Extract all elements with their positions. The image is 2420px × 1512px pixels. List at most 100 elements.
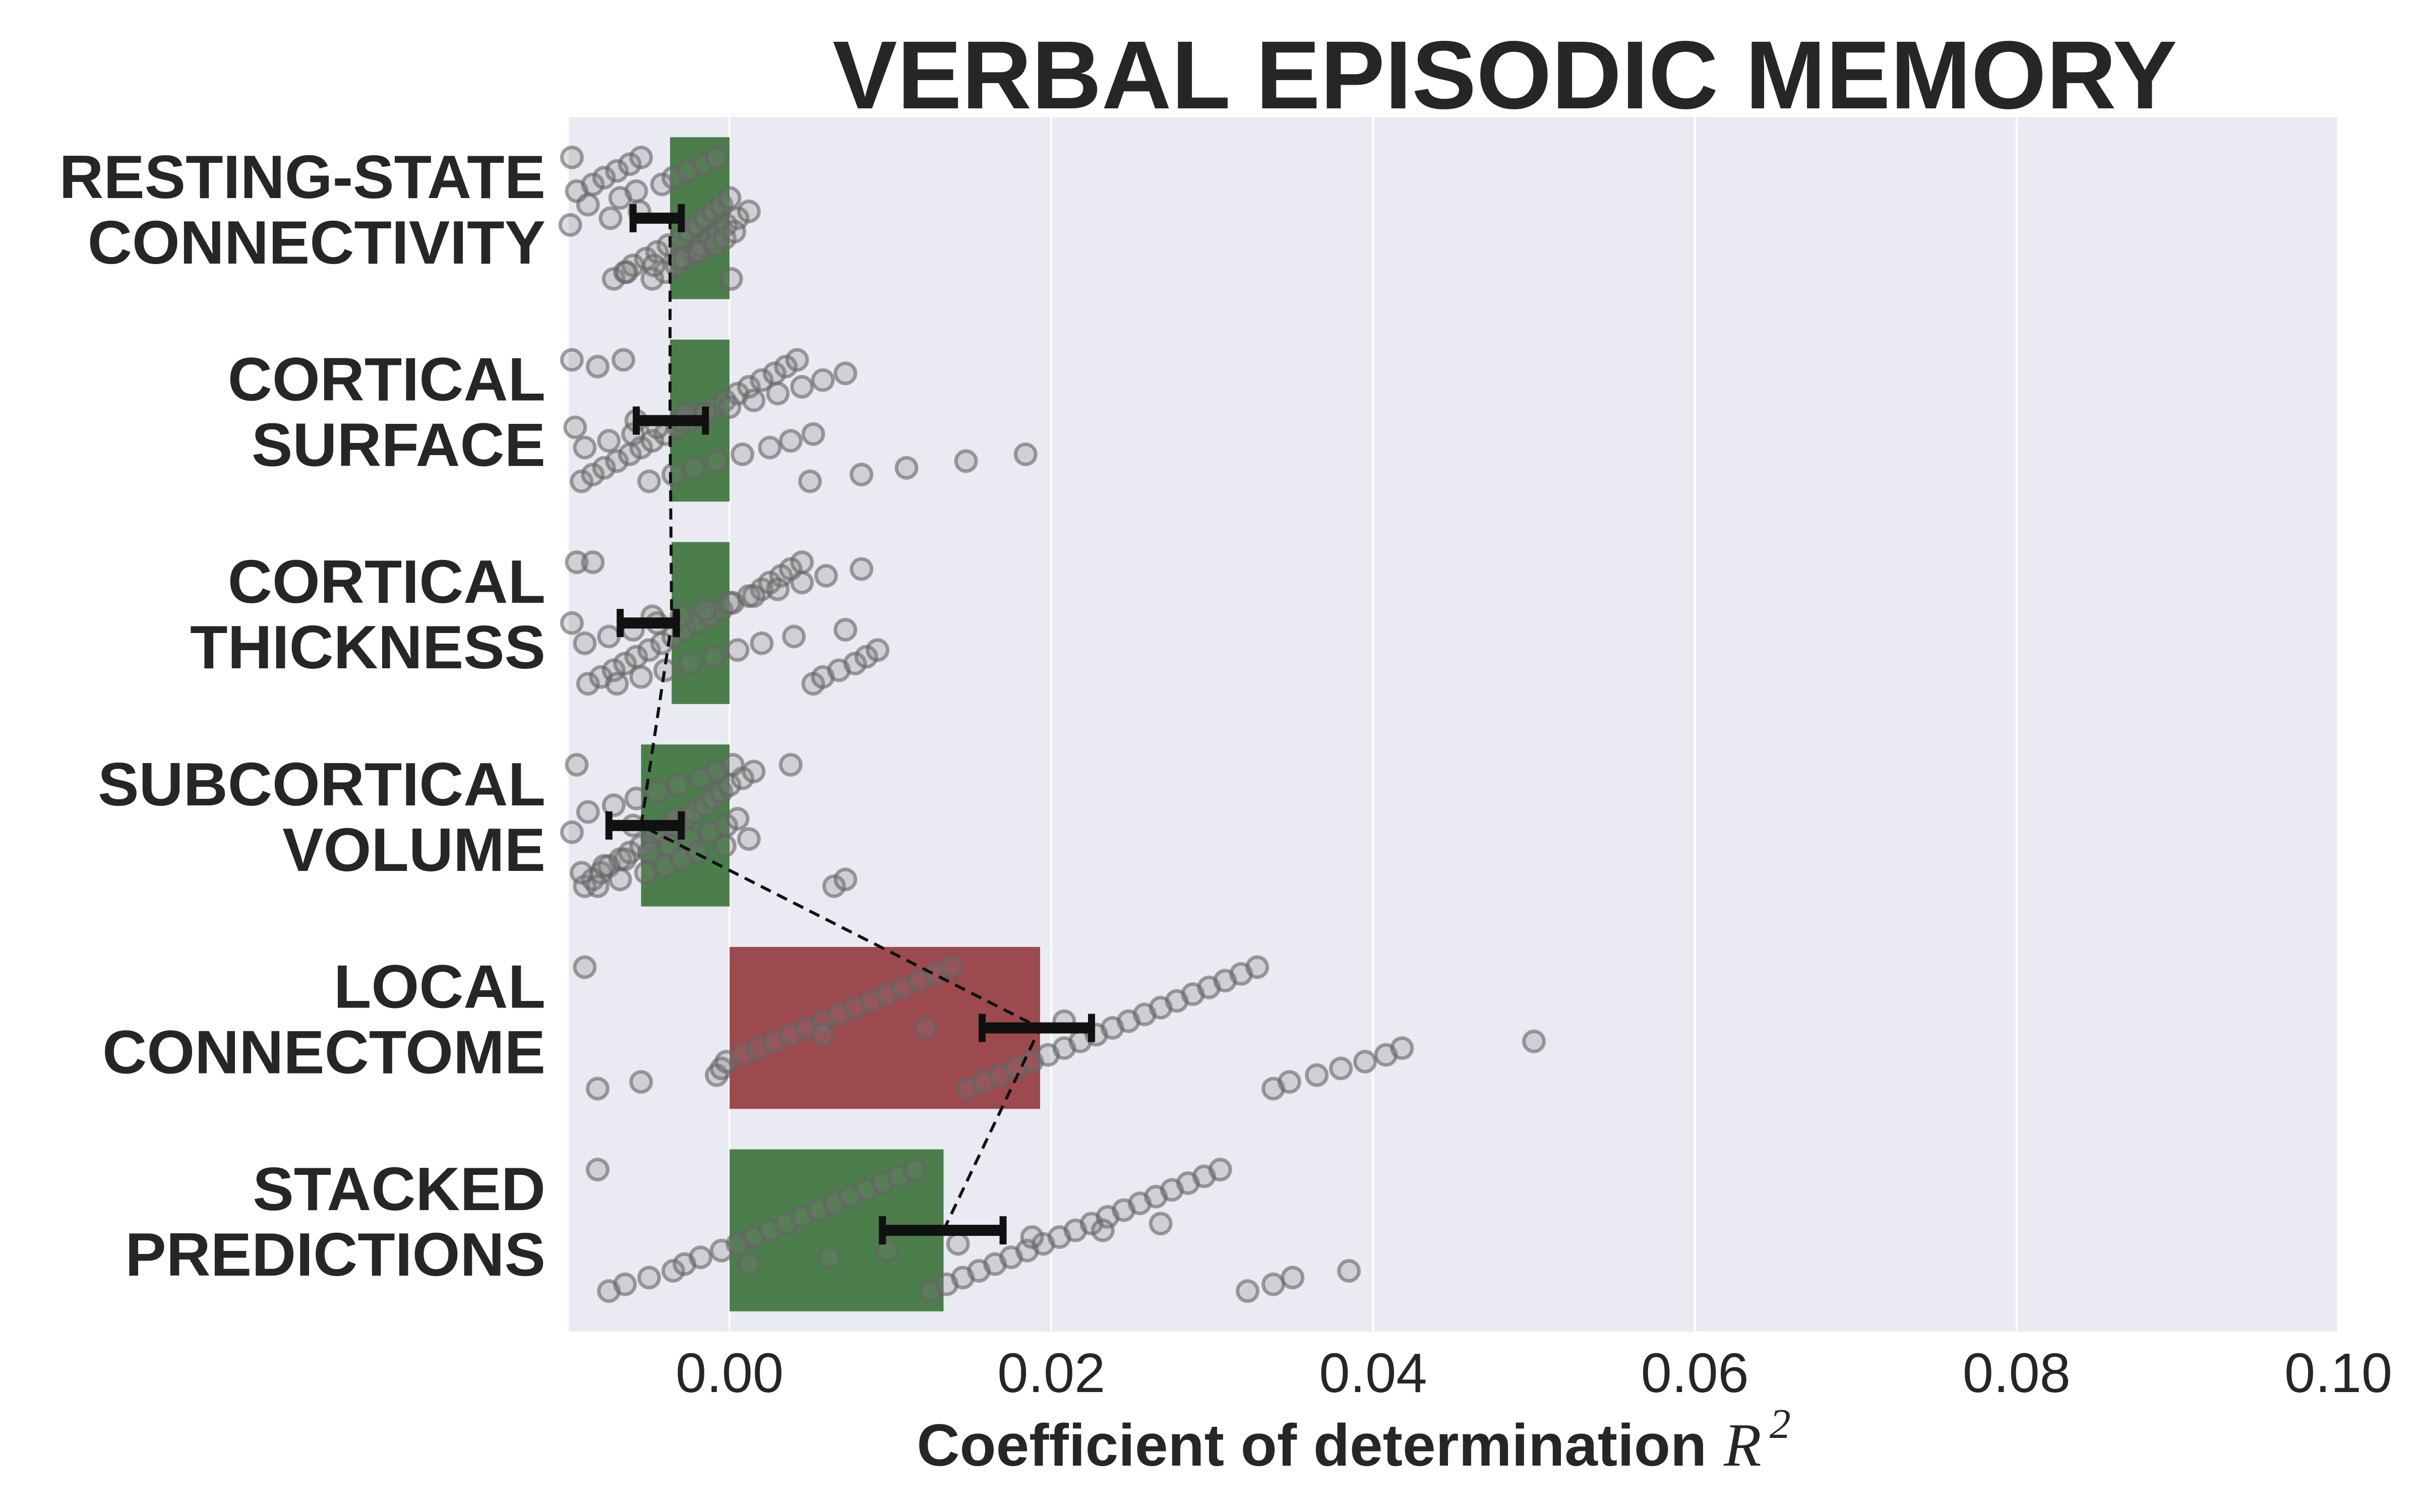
data-point [598, 206, 623, 230]
data-point [573, 631, 597, 655]
data-point [811, 368, 835, 392]
category-label: LOCAL [334, 953, 546, 1021]
error-bars [605, 204, 1096, 1245]
data-point [817, 1245, 841, 1270]
data-point [742, 388, 766, 412]
data-point [629, 665, 653, 689]
data-point [560, 820, 584, 844]
data-point [585, 354, 610, 379]
data-point [742, 584, 766, 608]
data-point [750, 368, 774, 392]
data-point [914, 1016, 938, 1040]
data-point [613, 847, 637, 871]
data-point [742, 760, 766, 784]
x-tick-labels: 0.00 0.02 0.04 0.06 0.08 0.10 [676, 1342, 2392, 1404]
data-point [778, 752, 803, 777]
data-point [1208, 1158, 1232, 1182]
data-point [894, 456, 919, 480]
data-point [592, 166, 616, 190]
data-point [731, 442, 755, 466]
data-point [850, 463, 874, 487]
data-point [833, 361, 858, 386]
data-point [634, 861, 658, 885]
data-point [758, 435, 782, 460]
x-tick-label: 0.04 [1319, 1342, 1427, 1404]
data-point [629, 1070, 653, 1094]
data-point [637, 469, 661, 493]
data-point [1020, 1225, 1044, 1249]
data-point [611, 348, 635, 372]
data-point [1245, 955, 1269, 979]
data-point [613, 1272, 637, 1296]
data-point [1236, 1279, 1260, 1303]
category-label: RESTING-STATE [59, 143, 546, 211]
data-point [778, 429, 803, 453]
data-point [785, 348, 809, 372]
data-point [560, 611, 584, 635]
x-axis-label-symbol: R [1723, 1411, 1762, 1479]
category-label: CORTICAL [228, 547, 546, 616]
data-point [1091, 1218, 1115, 1242]
data-point [666, 773, 690, 797]
data-point [573, 955, 597, 979]
data-point [560, 145, 584, 169]
data-point [570, 861, 594, 885]
data-point [722, 220, 747, 244]
data-point [790, 550, 814, 575]
data-point [1305, 1063, 1329, 1087]
data-point [605, 159, 629, 183]
category-label: SURFACE [252, 411, 546, 479]
data-point [725, 638, 750, 662]
data-point [902, 1158, 927, 1182]
category-label: SUBCORTICAL [98, 750, 546, 818]
data-point [725, 806, 750, 831]
x-tick-label: 0.06 [1641, 1342, 1749, 1404]
data-point [585, 1077, 610, 1101]
category-label: CORTICAL [228, 345, 546, 414]
data-point [585, 1158, 610, 1182]
data-point [689, 1245, 713, 1270]
gridlines [729, 117, 2339, 1332]
data-point [682, 456, 706, 480]
data-point [750, 631, 774, 655]
data-point [790, 375, 814, 399]
data-point [642, 254, 666, 278]
data-point [737, 1252, 761, 1276]
data-point [565, 752, 589, 777]
data-point [717, 591, 742, 615]
category-label: PREDICTIONS [125, 1220, 546, 1289]
connecting-line [639, 218, 1042, 1231]
data-point [850, 557, 874, 581]
data-point [1281, 1266, 1305, 1290]
data-point [737, 199, 761, 223]
data-point [1390, 1036, 1414, 1060]
data-point [798, 469, 822, 493]
data-point [713, 834, 737, 858]
data-point [605, 672, 629, 696]
data-point [601, 793, 626, 817]
data-point [939, 955, 963, 979]
x-tick-label: 0.10 [2284, 1342, 2392, 1404]
data-point [637, 638, 661, 662]
data-point [1148, 1212, 1173, 1236]
x-tick-label: 0.00 [676, 1342, 783, 1404]
plot-background [569, 117, 2338, 1332]
data-point [645, 780, 669, 804]
data-point [637, 1266, 661, 1290]
category-label: THICKNESS [190, 613, 546, 681]
data-point [790, 571, 814, 595]
data-point [629, 145, 653, 169]
data-point [1278, 1070, 1302, 1094]
data-point [608, 867, 632, 892]
data-point [576, 193, 600, 217]
data-point [1353, 1049, 1377, 1074]
data-point [1261, 1272, 1286, 1296]
data-point [1013, 442, 1038, 466]
data-point [563, 415, 587, 439]
category-label: STACKED [253, 1155, 546, 1223]
data-point [592, 456, 616, 480]
data-point [585, 874, 610, 898]
data-point [661, 463, 685, 487]
data-point [677, 652, 701, 675]
